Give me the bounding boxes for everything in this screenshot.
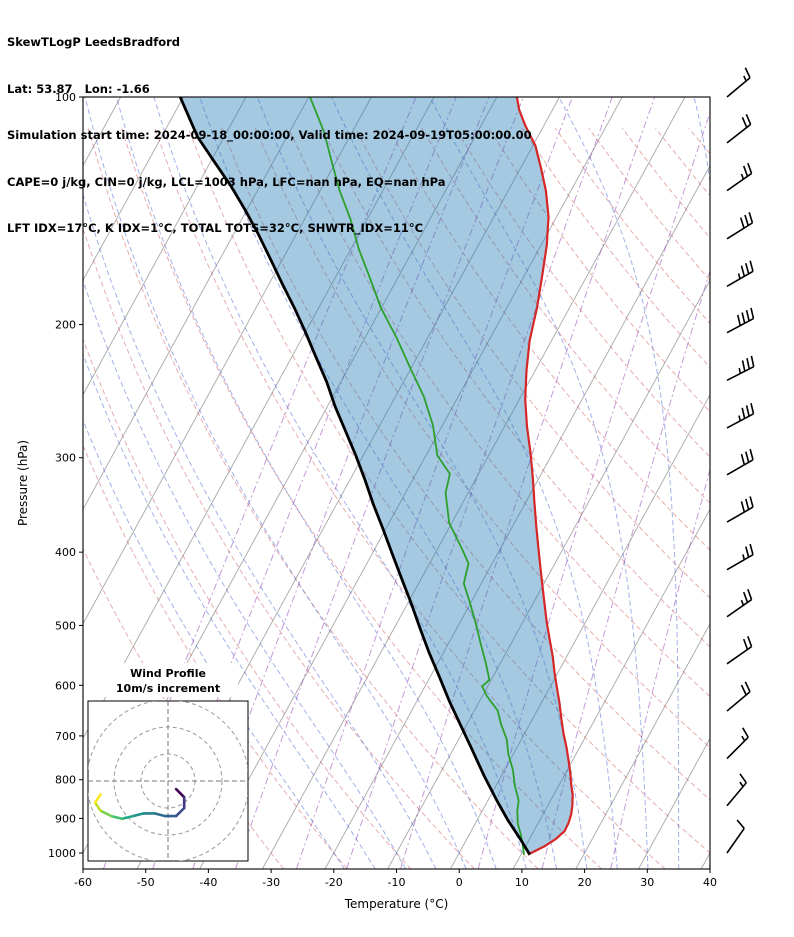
hodograph-title: Wind Profile: [130, 667, 206, 680]
y-tick-label: 300: [55, 452, 76, 465]
x-tick-label: -20: [325, 876, 343, 889]
y-tick-label: 1000: [48, 847, 76, 860]
sounding-title: SkewTLogP LeedsBradford: [7, 35, 181, 49]
hodograph-trace-segment: [174, 806, 186, 818]
sounding-times: Simulation start time: 2024-09-18_00:00:…: [7, 128, 532, 142]
dewpoint-curve: [309, 97, 525, 855]
hodograph-subtitle: 10m/s increment: [116, 682, 220, 695]
y-tick-label: 100: [55, 91, 76, 104]
parcel-curve: [178, 97, 531, 856]
x-tick-label: -60: [74, 876, 92, 889]
axes: -60 -50 -40 -30 -20 -10 0 10 20 30 40 100 200 300 400 5…: [16, 91, 717, 911]
sounding-header: SkewTLogP LeedsBradford Lat: 53.87 Lon: …: [7, 4, 532, 268]
hodograph-trace-segment: [99, 809, 113, 818]
x-tick-label: 10: [515, 876, 529, 889]
hodograph-inset: Wind Profile 10m/s increment: [87, 663, 249, 862]
sounding-latlon: Lat: 53.87 Lon: -1.66: [7, 81, 150, 96]
hodograph-trace-segment: [131, 812, 145, 818]
y-tick-label: 400: [55, 546, 76, 559]
sounding-indices-1: CAPE=0 j/kg, CIN=0 j/kg, LCL=1003 hPa, L…: [7, 174, 446, 189]
y-tick-label: 200: [55, 319, 76, 332]
x-tick-label: -30: [262, 876, 280, 889]
x-axis-label: Temperature (°C): [344, 897, 449, 911]
x-tick-label: -10: [388, 876, 406, 889]
stability-shading: [180, 97, 573, 855]
hodograph-trace-segment: [174, 787, 186, 799]
y-tick-label: 600: [55, 679, 76, 692]
hodograph-trace-segment: [153, 812, 167, 818]
hodograph-trace-segment: [110, 814, 124, 821]
y-tick-label: 500: [55, 619, 76, 632]
y-tick-label: 800: [55, 774, 76, 787]
x-tick-label: 20: [578, 876, 592, 889]
x-tick-label: -40: [199, 876, 217, 889]
y-tick-label: 900: [55, 812, 76, 825]
x-tick-label: -50: [137, 876, 155, 889]
temperature-curve: [515, 97, 574, 856]
x-tick-label: 0: [456, 876, 463, 889]
isotherm-lines: [83, 97, 710, 869]
y-axis-label: Pressure (hPa): [16, 440, 30, 526]
wind-barbs: [726, 67, 755, 854]
hodograph-trace-segment: [120, 814, 135, 821]
hodograph-trace-segment: [93, 793, 102, 804]
hodograph-trace-segment: [93, 801, 102, 813]
sounding-indices-2: LFT IDX=17°C, K IDX=1°C, TOTAL TOTS=32°C…: [7, 221, 424, 235]
x-tick-label: 30: [640, 876, 654, 889]
x-tick-label: 40: [703, 876, 717, 889]
moist-adiabat-lines: [83, 97, 710, 869]
y-tick-label: 700: [55, 730, 76, 743]
